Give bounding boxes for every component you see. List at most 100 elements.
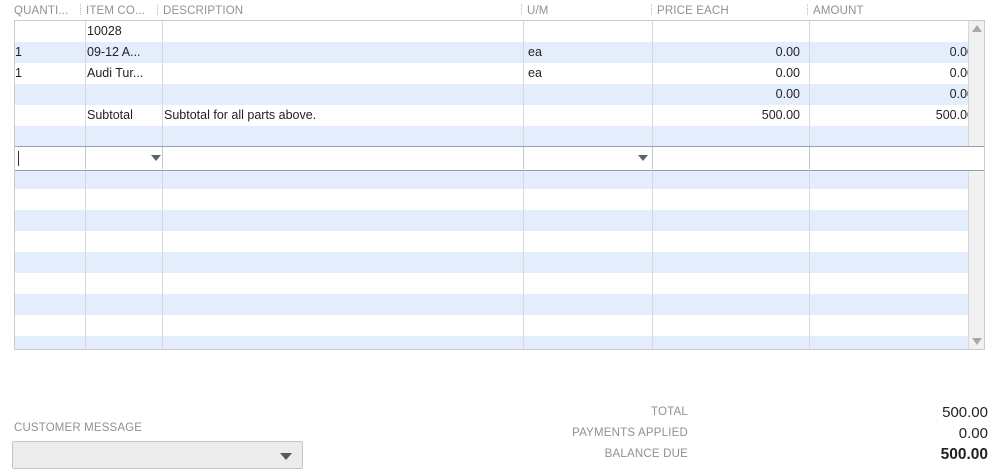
column-divider (809, 21, 810, 349)
cell-description[interactable] (164, 126, 522, 147)
column-header-quantity[interactable]: QUANTI... (14, 5, 69, 17)
scrollbar-up-button[interactable] (969, 21, 984, 37)
cell-item_code[interactable]: 10028 (87, 24, 122, 38)
cell-price_each[interactable]: 0.00 (775, 87, 800, 101)
column-divider (523, 147, 524, 169)
active-line-item-row[interactable] (15, 146, 984, 171)
cell-quantity[interactable] (15, 105, 85, 126)
table-row[interactable] (15, 336, 984, 349)
column-divider (809, 147, 810, 169)
table-row[interactable] (15, 126, 984, 147)
cell-um[interactable]: ea (528, 66, 542, 80)
text-cursor (18, 151, 19, 166)
customer-message-label: CUSTOMER MESSAGE (14, 422, 143, 434)
cell-item_code[interactable]: Audi Tur... (87, 66, 144, 80)
active-cell-amount[interactable] (810, 147, 984, 169)
cell-amount[interactable]: 0.00 (949, 45, 974, 59)
active-cell-quantity[interactable] (15, 147, 85, 169)
cell-um[interactable]: ea (528, 45, 542, 59)
cell-item_code[interactable] (87, 126, 161, 147)
column-header-item_code[interactable]: ITEM CO... (86, 5, 145, 17)
cell-description[interactable]: Subtotal for all parts above. (164, 108, 317, 122)
um-chevron-down-icon[interactable] (638, 155, 648, 161)
column-header-price_each[interactable]: PRICE EACH (657, 5, 729, 17)
cell-price_each[interactable]: 0.00 (775, 66, 800, 80)
cell-um[interactable] (528, 84, 653, 105)
column-divider (652, 147, 653, 169)
cell-price_each[interactable] (658, 126, 808, 147)
cell-price_each[interactable]: 0.00 (775, 45, 800, 59)
column-divider (162, 147, 163, 169)
cell-item_code[interactable]: Subtotal (87, 108, 133, 122)
scroll-up-icon (972, 25, 982, 32)
table-row[interactable] (15, 210, 984, 231)
column-header-amount[interactable]: AMOUNT (813, 5, 864, 17)
active-cell-um[interactable] (524, 147, 652, 169)
table-row[interactable] (15, 315, 984, 336)
active-cell-description[interactable] (163, 147, 523, 169)
table-row[interactable] (15, 231, 984, 252)
customer-message-dropdown[interactable] (12, 441, 303, 469)
column-header-divider[interactable] (157, 4, 158, 16)
column-divider (162, 21, 163, 349)
cell-quantity[interactable]: 1 (15, 66, 22, 80)
table-row[interactable]: 1 09-12 A... ea 0.00 0.00 (15, 42, 984, 63)
cell-description[interactable] (164, 63, 522, 84)
column-divider (652, 21, 653, 349)
table-row[interactable]: 10028 (15, 21, 984, 42)
cell-amount[interactable]: 0.00 (949, 66, 974, 80)
cell-item_code[interactable]: 09-12 A... (87, 45, 141, 59)
column-divider (85, 147, 86, 169)
cell-price_each[interactable] (658, 21, 808, 42)
column-header-description[interactable]: DESCRIPTION (163, 5, 244, 17)
total-label: TOTAL (651, 406, 688, 418)
total-row: TOTAL 500.00 (579, 402, 999, 423)
total-row: BALANCE DUE 500.00 (579, 444, 999, 465)
grid-column-header-row: QUANTI... ITEM CO... DESCRIPTION U/M PRICE E… (0, 0, 999, 20)
table-row[interactable] (15, 252, 984, 273)
active-cell-price-each[interactable] (653, 147, 808, 169)
grid-vertical-scrollbar[interactable] (968, 21, 984, 349)
cell-quantity[interactable] (15, 84, 85, 105)
scrollbar-down-button[interactable] (969, 333, 984, 349)
total-label: PAYMENTS APPLIED (572, 427, 688, 439)
cell-amount[interactable] (814, 126, 982, 147)
column-header-divider[interactable] (521, 4, 522, 16)
chevron-down-icon[interactable] (280, 453, 292, 460)
cell-amount[interactable]: 0.00 (949, 87, 974, 101)
table-row[interactable] (15, 294, 984, 315)
cell-quantity[interactable] (15, 21, 85, 42)
scroll-down-icon (972, 338, 982, 345)
cell-um[interactable] (528, 21, 653, 42)
table-row[interactable]: 1 Audi Tur... ea 0.00 0.00 (15, 63, 984, 84)
total-value: 500.00 (940, 446, 988, 463)
cell-item_code[interactable] (87, 84, 161, 105)
total-value: 500.00 (942, 404, 988, 421)
table-row[interactable]: 0.00 0.00 (15, 84, 984, 105)
cell-description[interactable] (164, 21, 522, 42)
column-divider (523, 21, 524, 349)
cell-amount[interactable] (814, 21, 982, 42)
cell-description[interactable] (164, 42, 522, 63)
cell-quantity[interactable] (15, 126, 85, 147)
total-value: 0.00 (958, 425, 988, 442)
cell-um[interactable] (528, 105, 653, 126)
total-label: BALANCE DUE (604, 448, 688, 460)
column-divider (85, 21, 86, 349)
item-code-chevron-down-icon[interactable] (151, 155, 161, 161)
table-row[interactable] (15, 168, 984, 189)
cell-quantity[interactable]: 1 (15, 45, 22, 59)
cell-amount[interactable]: 500.00 (935, 108, 974, 122)
line-items-grid[interactable]: 10028 1 09-12 A... ea 0.00 0.00 1 Audi Tur... ea… (14, 20, 985, 350)
cell-um[interactable] (528, 126, 653, 147)
table-row[interactable] (15, 273, 984, 294)
column-header-divider[interactable] (80, 4, 81, 16)
table-row[interactable]: Subtotal Subtotal for all parts above. 500… (15, 105, 984, 126)
column-header-divider[interactable] (807, 4, 808, 16)
column-header-divider[interactable] (651, 4, 652, 16)
table-row[interactable] (15, 189, 984, 210)
cell-description[interactable] (164, 84, 522, 105)
cell-price_each[interactable]: 500.00 (761, 108, 800, 122)
column-header-um[interactable]: U/M (527, 5, 549, 17)
invoice-footer: CUSTOMER MESSAGE TOTAL 500.00 PAYMENTS APP… (0, 350, 999, 469)
